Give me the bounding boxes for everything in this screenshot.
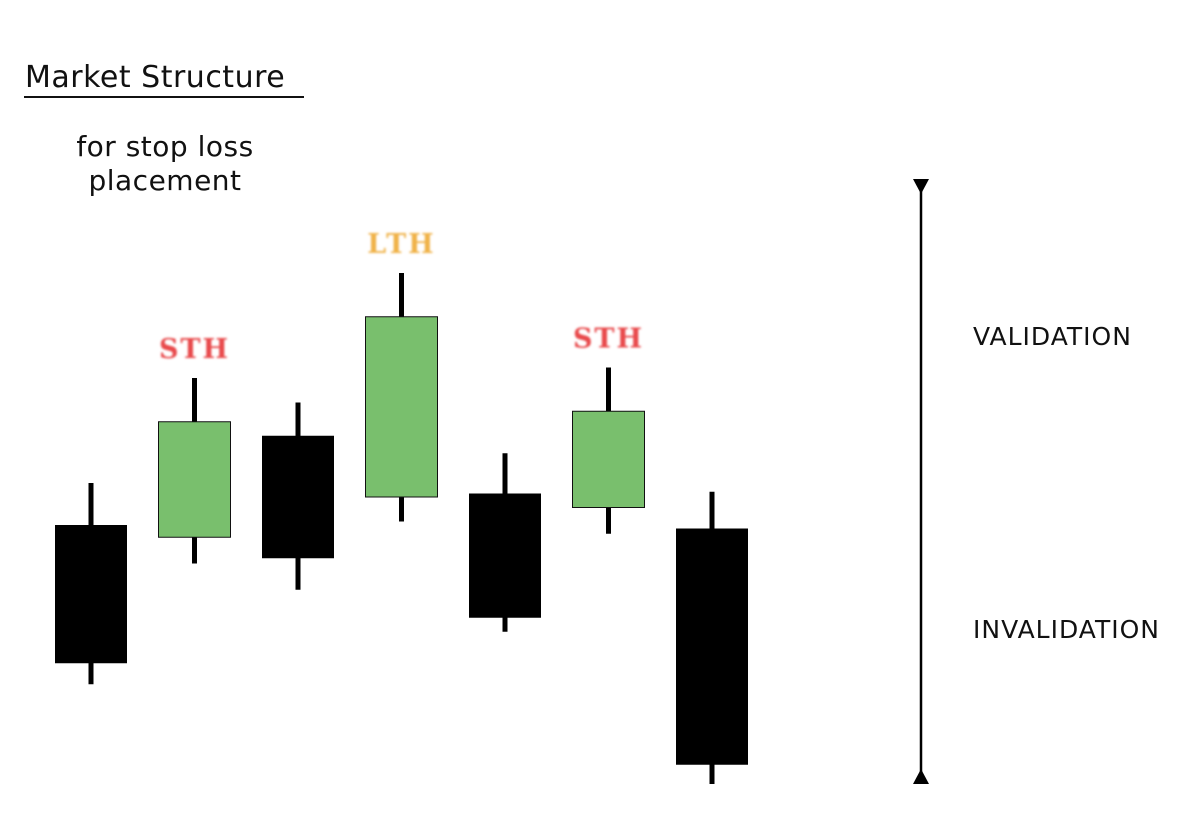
- sth-label-3: STH: [573, 324, 644, 355]
- validation-label: VALIDATION: [973, 322, 1132, 351]
- subtitle-line-2: placement: [88, 164, 242, 197]
- sth-label-1: STH: [159, 334, 230, 365]
- diagram-title: Market Structure: [25, 60, 286, 95]
- range-arrow-bottom-head: [913, 769, 929, 784]
- candle-3-body: [262, 435, 334, 559]
- invalidation-label: INVALIDATION: [973, 615, 1160, 644]
- candle-7-body: [676, 528, 748, 765]
- range-arrow-top-head: [913, 179, 929, 194]
- candle-4-body: [365, 316, 438, 498]
- title-underline: [24, 96, 304, 98]
- candle-5-body: [469, 493, 541, 618]
- diagram-subtitle: for stop loss placement: [50, 130, 280, 198]
- subtitle-line-1: for stop loss: [76, 130, 254, 163]
- candle-6-body: [572, 410, 645, 508]
- candle-2-body: [158, 421, 231, 538]
- lth-label-2: LTH: [367, 229, 435, 260]
- candle-1-body: [55, 525, 127, 664]
